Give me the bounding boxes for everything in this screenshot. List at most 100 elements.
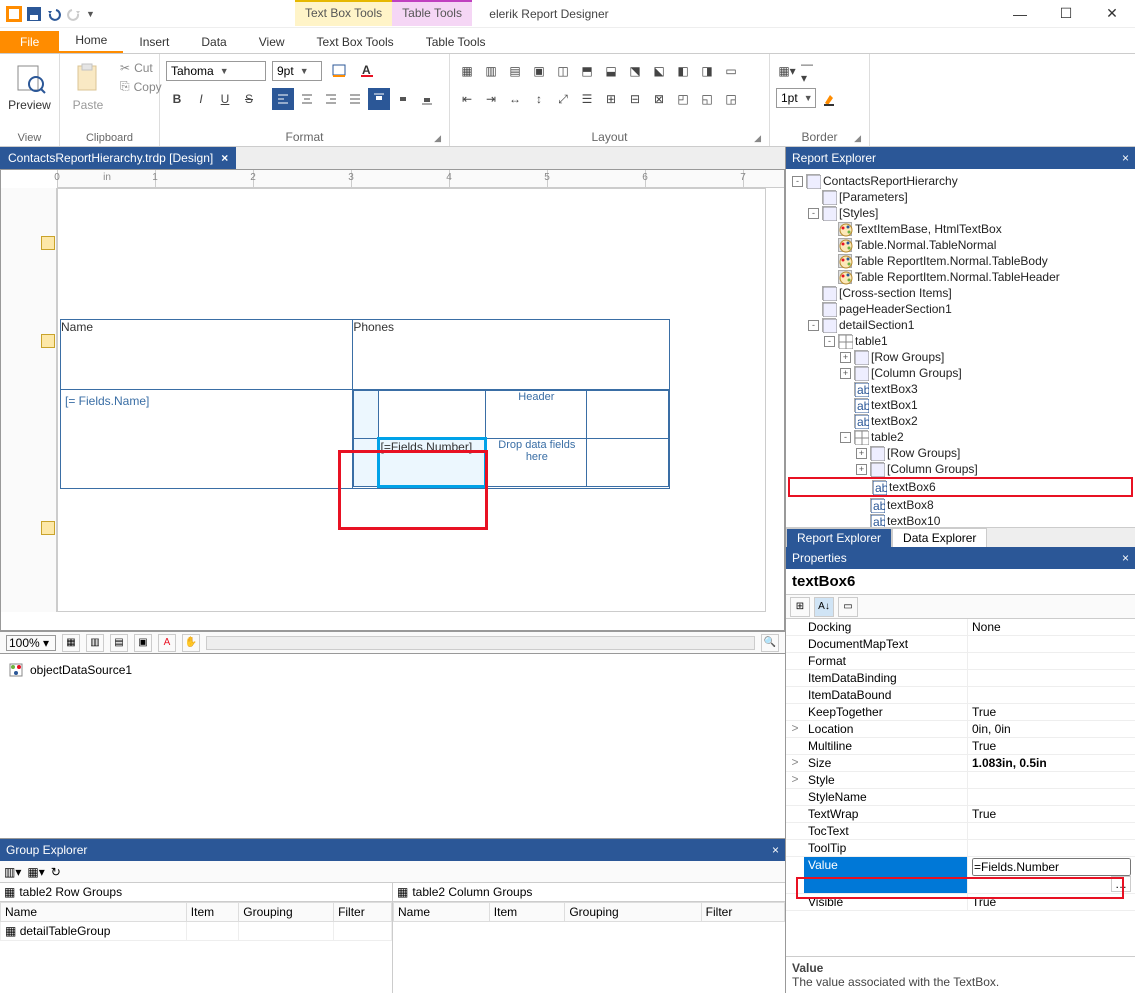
close-icon[interactable]: × [1122, 151, 1129, 165]
col-groups-table[interactable]: NameItemGroupingFilter [393, 902, 785, 922]
prop-name[interactable]: Multiline [804, 738, 968, 755]
tree-node[interactable]: +[Row Groups] [788, 349, 1133, 365]
prop-value[interactable] [968, 840, 1135, 857]
layout-btn-24[interactable]: ◲ [720, 88, 742, 110]
prop-name[interactable]: StyleName [804, 789, 968, 806]
tree-node[interactable]: abtextBox6 [788, 477, 1133, 497]
tree-node[interactable]: abtextBox2 [788, 413, 1133, 429]
layout-btn-10[interactable]: ◧ [672, 60, 694, 82]
align-center-button[interactable] [296, 88, 318, 110]
cut-button[interactable]: ✂Cut [116, 60, 166, 76]
prop-value[interactable]: True [968, 738, 1135, 755]
valign-middle-button[interactable] [392, 88, 414, 110]
prop-name[interactable]: Visible [804, 894, 968, 911]
prop-name[interactable]: Style [804, 772, 968, 789]
layout-btn-2[interactable]: ▥ [480, 60, 502, 82]
section-marker-footer[interactable] [41, 521, 55, 535]
prop-name[interactable]: ItemDataBound [804, 687, 968, 704]
tree-node[interactable]: -[Styles] [788, 205, 1133, 221]
bold-button[interactable]: B [166, 88, 188, 110]
zoom-tool-3[interactable]: ▤ [110, 634, 128, 652]
prop-value[interactable]: True [968, 806, 1135, 823]
tree-node[interactable]: +[Column Groups] [788, 365, 1133, 381]
tree-node[interactable]: -ContactsReportHierarchy [788, 173, 1133, 189]
prop-value[interactable] [968, 670, 1135, 687]
close-icon[interactable]: × [221, 151, 228, 165]
doc-tab[interactable]: ContactsReportHierarchy.trdp [Design]× [0, 147, 236, 169]
qat-more-icon[interactable]: ▼ [86, 9, 95, 19]
tree-node[interactable]: Table.Normal.TableNormal [788, 237, 1133, 253]
prop-value[interactable] [968, 789, 1135, 806]
tree-node[interactable]: abtextBox8 [788, 497, 1133, 513]
layout-btn-19[interactable]: ⊞ [600, 88, 622, 110]
zoom-combo[interactable]: 100% ▾ [6, 635, 56, 651]
valign-bottom-button[interactable] [416, 88, 438, 110]
prop-value[interactable] [968, 636, 1135, 653]
minimize-button[interactable]: — [997, 0, 1043, 28]
zoom-tool-2[interactable]: ▥ [86, 634, 104, 652]
valign-top-button[interactable] [368, 88, 390, 110]
ctxtab-textbox[interactable]: Text Box Tools [295, 0, 392, 26]
tree-node[interactable]: +[Column Groups] [788, 461, 1133, 477]
design-surface[interactable]: 01234567in Name Phones [= Fields.Name] [0, 169, 785, 631]
layout-launcher[interactable]: ◢ [754, 133, 761, 144]
tree-node[interactable]: [Parameters] [788, 189, 1133, 205]
inner-drop[interactable]: Drop data fields here [486, 439, 587, 487]
prop-name[interactable]: Value [804, 857, 968, 894]
prop-value[interactable] [968, 653, 1135, 670]
layout-btn-16[interactable]: ↕ [528, 88, 550, 110]
border-style-button[interactable]: ▦▾ [776, 60, 798, 82]
layout-btn-20[interactable]: ⊟ [624, 88, 646, 110]
tab-data-explorer[interactable]: Data Explorer [892, 528, 987, 547]
border-launcher[interactable]: ◢ [854, 133, 861, 144]
bgcolor-button[interactable] [328, 60, 350, 82]
layout-btn-14[interactable]: ⇥ [480, 88, 502, 110]
prop-name[interactable]: Docking [804, 619, 968, 636]
layout-btn-17[interactable]: ⤢ [552, 88, 574, 110]
ge-tool-1[interactable]: ▥▾ [4, 865, 21, 879]
tree-node[interactable]: Table ReportItem.Normal.TableBody [788, 253, 1133, 269]
tree-node[interactable]: Table ReportItem.Normal.TableHeader [788, 269, 1133, 285]
tree-node[interactable]: pageHeaderSection1 [788, 301, 1133, 317]
layout-btn-15[interactable]: ↔ [504, 88, 526, 110]
zoom-tool-pan[interactable]: ✋ [182, 634, 200, 652]
tree-node[interactable]: +[Row Groups] [788, 445, 1133, 461]
align-left-button[interactable] [272, 88, 294, 110]
border-width-combo[interactable]: 1pt▼ [776, 88, 816, 108]
close-button[interactable]: ✕ [1089, 0, 1135, 28]
tab-data[interactable]: Data [185, 31, 242, 53]
prop-value[interactable]: … [968, 857, 1135, 894]
layout-btn-18[interactable]: ☰ [576, 88, 598, 110]
tab-insert[interactable]: Insert [123, 31, 185, 53]
zoom-tool-4[interactable]: ▣ [134, 634, 152, 652]
prop-name[interactable]: TextWrap [804, 806, 968, 823]
layout-btn-5[interactable]: ◫ [552, 60, 574, 82]
textbox6-cell[interactable]: [=Fields.Number] [379, 439, 486, 487]
prop-value[interactable]: True [968, 894, 1135, 911]
prop-name[interactable]: KeepTogether [804, 704, 968, 721]
datasource-item[interactable]: objectDataSource1 [8, 662, 777, 678]
prop-pages-button[interactable]: ▭ [838, 597, 858, 617]
layout-btn-23[interactable]: ◱ [696, 88, 718, 110]
layout-btn-6[interactable]: ⬒ [576, 60, 598, 82]
layout-btn-7[interactable]: ⬓ [600, 60, 622, 82]
prop-value[interactable]: 1.083in, 0.5in [968, 755, 1135, 772]
tree-node[interactable]: [Cross-section Items] [788, 285, 1133, 301]
h-scroll[interactable] [206, 636, 755, 650]
prop-name[interactable]: Location [804, 721, 968, 738]
fontcolor-button[interactable]: A [356, 60, 378, 82]
row-groups-table[interactable]: NameItemGroupingFilter ▦ detailTableGrou… [0, 902, 392, 941]
layout-btn-3[interactable]: ▤ [504, 60, 526, 82]
report-explorer-tree[interactable]: -ContactsReportHierarchy[Parameters]-[St… [786, 169, 1135, 527]
underline-button[interactable]: U [214, 88, 236, 110]
border-color-button[interactable] [818, 88, 840, 110]
layout-btn-8[interactable]: ⬔ [624, 60, 646, 82]
layout-btn-21[interactable]: ⊠ [648, 88, 670, 110]
tab-table-tools[interactable]: Table Tools [410, 31, 502, 53]
tree-node[interactable]: -table1 [788, 333, 1133, 349]
prop-value[interactable] [968, 772, 1135, 789]
redo-icon[interactable] [66, 6, 82, 22]
inner-header[interactable]: Header [486, 391, 587, 439]
tree-node[interactable]: -table2 [788, 429, 1133, 445]
tab-home[interactable]: Home [59, 29, 123, 53]
